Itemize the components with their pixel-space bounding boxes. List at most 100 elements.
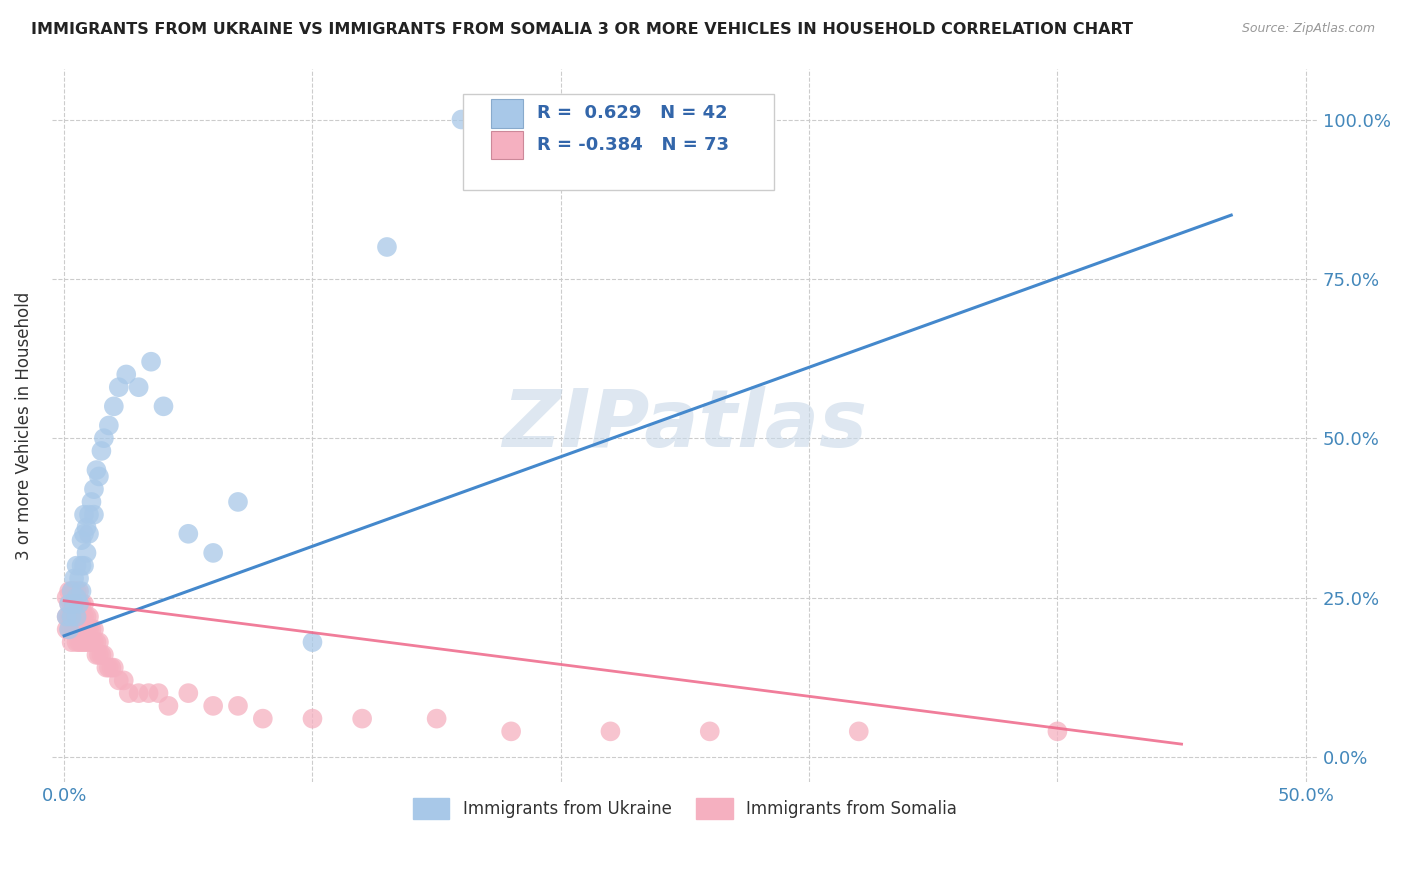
Point — [501, 724, 523, 739]
Point — [76, 635, 98, 649]
Point — [63, 597, 86, 611]
Point — [77, 609, 100, 624]
Text: Source: ZipAtlas.com: Source: ZipAtlas.com — [1241, 22, 1375, 36]
Point — [65, 623, 87, 637]
Point — [73, 623, 96, 637]
Point — [65, 609, 87, 624]
Point — [55, 623, 77, 637]
Point — [65, 584, 87, 599]
Point — [107, 673, 129, 688]
Point — [426, 712, 449, 726]
Point — [202, 546, 225, 560]
Point — [93, 648, 115, 662]
Point — [67, 597, 90, 611]
Point — [70, 558, 93, 573]
Point — [375, 240, 398, 254]
Point — [90, 444, 112, 458]
Point — [65, 558, 87, 573]
Point — [55, 609, 77, 624]
FancyBboxPatch shape — [491, 99, 523, 128]
Legend: Immigrants from Ukraine, Immigrants from Somalia: Immigrants from Ukraine, Immigrants from… — [406, 792, 965, 825]
Text: R = -0.384   N = 73: R = -0.384 N = 73 — [537, 136, 728, 154]
Point — [76, 623, 98, 637]
Point — [1046, 724, 1069, 739]
Point — [252, 712, 274, 726]
Point — [599, 724, 621, 739]
Point — [80, 635, 103, 649]
Point — [128, 380, 150, 394]
Point — [76, 546, 98, 560]
Point — [301, 635, 323, 649]
Point — [60, 609, 83, 624]
Point — [226, 698, 249, 713]
Point — [58, 597, 80, 611]
Point — [226, 495, 249, 509]
Point — [148, 686, 170, 700]
Point — [58, 584, 80, 599]
Point — [77, 623, 100, 637]
Point — [87, 635, 110, 649]
Point — [60, 623, 83, 637]
Point — [87, 648, 110, 662]
Point — [63, 623, 86, 637]
Point — [128, 686, 150, 700]
Point — [65, 635, 87, 649]
Point — [60, 584, 83, 599]
Point — [202, 698, 225, 713]
Point — [67, 609, 90, 624]
Point — [83, 508, 105, 522]
Point — [65, 591, 87, 605]
Point — [86, 648, 108, 662]
Point — [352, 712, 374, 726]
Point — [87, 469, 110, 483]
Point — [177, 686, 200, 700]
Point — [70, 584, 93, 599]
Point — [58, 623, 80, 637]
Point — [63, 584, 86, 599]
Point — [100, 660, 122, 674]
Point — [86, 635, 108, 649]
Point — [60, 584, 83, 599]
Point — [76, 609, 98, 624]
Point — [73, 526, 96, 541]
Point — [93, 431, 115, 445]
Point — [157, 698, 180, 713]
Point — [73, 558, 96, 573]
Point — [96, 660, 118, 674]
Point — [67, 571, 90, 585]
Point — [138, 686, 160, 700]
Point — [77, 635, 100, 649]
Point — [115, 368, 138, 382]
Text: IMMIGRANTS FROM UKRAINE VS IMMIGRANTS FROM SOMALIA 3 OR MORE VEHICLES IN HOUSEHO: IMMIGRANTS FROM UKRAINE VS IMMIGRANTS FR… — [31, 22, 1133, 37]
Point — [83, 482, 105, 496]
Point — [67, 623, 90, 637]
Point — [107, 380, 129, 394]
Point — [67, 584, 90, 599]
Point — [301, 712, 323, 726]
Point — [73, 635, 96, 649]
Point — [55, 609, 77, 624]
Point — [65, 597, 87, 611]
Point — [67, 635, 90, 649]
Point — [77, 508, 100, 522]
Point — [70, 533, 93, 548]
Point — [97, 660, 120, 674]
Point — [177, 526, 200, 541]
Point — [76, 520, 98, 534]
Point — [70, 623, 93, 637]
Point — [73, 597, 96, 611]
Point — [103, 660, 125, 674]
Point — [83, 623, 105, 637]
Point — [63, 571, 86, 585]
Point — [77, 526, 100, 541]
Point — [70, 609, 93, 624]
Point — [73, 508, 96, 522]
Point — [55, 591, 77, 605]
Point — [70, 635, 93, 649]
Point — [80, 623, 103, 637]
Point — [112, 673, 135, 688]
Point — [63, 597, 86, 611]
Point — [70, 597, 93, 611]
Point — [73, 609, 96, 624]
FancyBboxPatch shape — [464, 94, 773, 190]
